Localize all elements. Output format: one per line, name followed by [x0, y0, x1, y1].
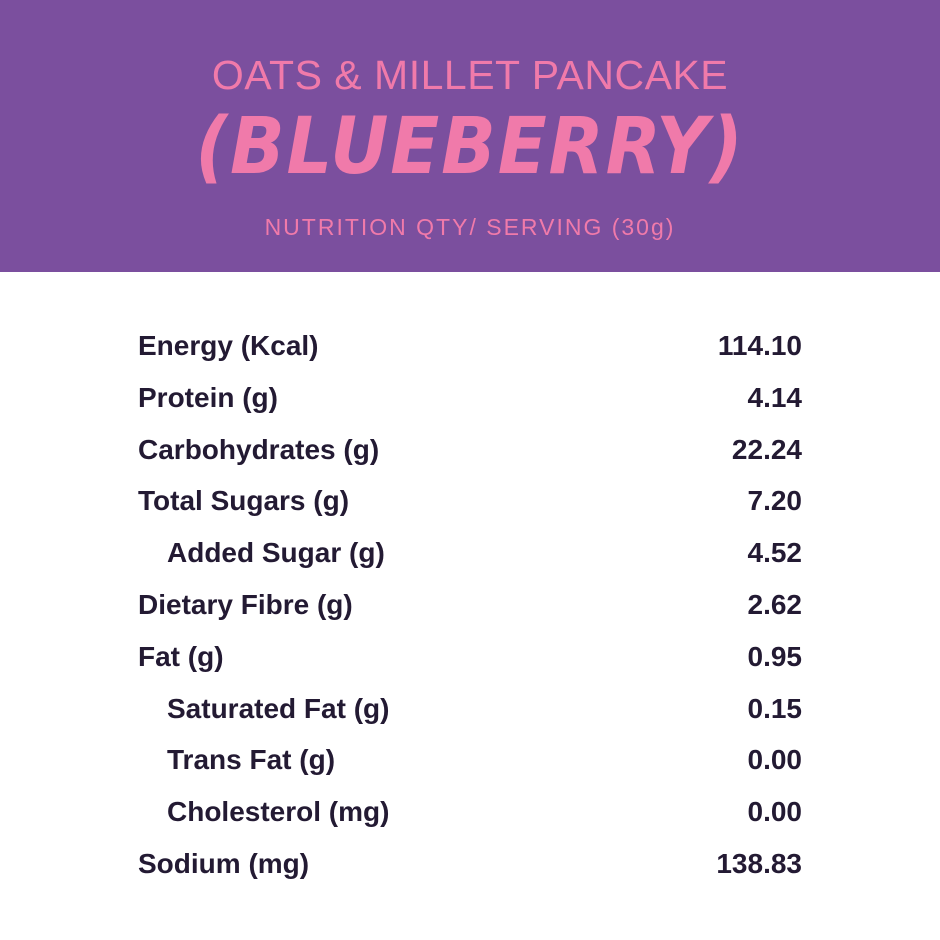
nutrition-table: Energy (Kcal) 114.10 Protein (g) 4.14 Ca…: [138, 330, 802, 900]
nutrition-row-trans-fat: Trans Fat (g) 0.00: [138, 744, 802, 796]
nutrient-label: Carbohydrates (g): [138, 433, 380, 465]
nutrient-value: 114.10: [717, 330, 802, 361]
header-band: OATS & MILLET PANCAKE (BLUEBERRY) NUTRIT…: [0, 0, 940, 272]
nutrition-row-fat: Fat (g) 0.95: [138, 641, 802, 693]
serving-subtitle: NUTRITION QTY/ SERVING (30g): [264, 214, 676, 240]
nutrient-label: Cholesterol (mg): [167, 796, 390, 828]
nutrient-value: 0.95: [747, 640, 803, 672]
nutrient-value: 2.62: [747, 588, 803, 620]
nutrient-value: 0.15: [747, 692, 803, 724]
nutrition-row-cholesterol: Cholesterol (mg) 0.00: [138, 796, 802, 848]
nutrient-label: Added Sugar (g): [167, 537, 385, 569]
nutrition-row-total-sugars: Total Sugars (g) 7.20: [138, 485, 802, 537]
nutrient-label: Total Sugars (g): [138, 485, 350, 517]
nutrient-label: Dietary Fibre (g): [138, 588, 353, 620]
nutrient-label: Fat (g): [138, 640, 224, 672]
nutrient-label: Saturated Fat (g): [167, 692, 390, 724]
nutrition-row-added-sugar: Added Sugar (g) 4.52: [138, 537, 802, 589]
nutrition-row-dietary-fibre: Dietary Fibre (g) 2.62: [138, 589, 802, 641]
nutrient-value: 4.52: [747, 537, 803, 569]
nutrient-value: 4.14: [747, 381, 803, 413]
nutrient-value: 7.20: [747, 485, 803, 517]
nutrient-value: 0.00: [747, 744, 803, 776]
product-title: OATS & MILLET PANCAKE: [211, 52, 729, 98]
product-flavor: (BLUEBERRY): [195, 102, 745, 192]
nutrient-label: Trans Fat (g): [167, 744, 336, 776]
nutrient-value: 0.00: [747, 796, 803, 828]
nutrition-row-carbohydrates: Carbohydrates (g) 22.24: [138, 434, 802, 486]
nutrition-row-protein: Protein (g) 4.14: [138, 382, 802, 434]
nutrition-row-saturated-fat: Saturated Fat (g) 0.15: [138, 693, 802, 745]
nutrient-label: Energy (Kcal): [138, 330, 319, 361]
nutrient-label: Protein (g): [138, 381, 278, 413]
nutrient-value: 138.83: [716, 847, 802, 879]
nutrition-row-sodium: Sodium (mg) 138.83: [138, 848, 802, 900]
nutrition-row-energy: Energy (Kcal) 114.10: [138, 330, 802, 382]
nutrient-value: 22.24: [731, 433, 802, 465]
nutrient-label: Sodium (mg): [138, 847, 310, 879]
